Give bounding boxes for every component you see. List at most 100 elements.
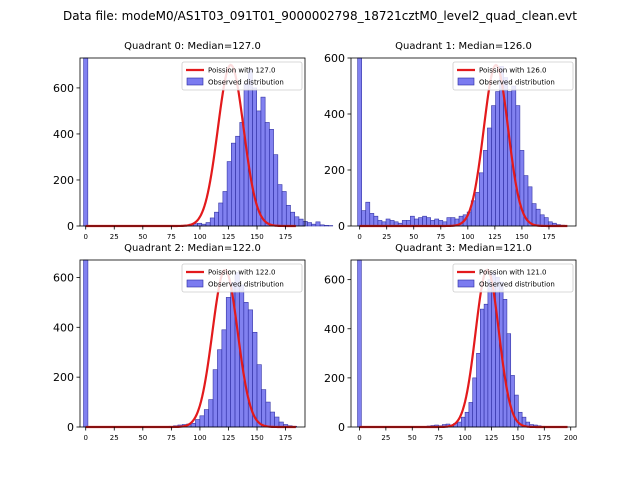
x-tick-label: 175 bbox=[279, 434, 292, 442]
x-tick-label: 100 bbox=[461, 233, 474, 241]
y-tick-label: 400 bbox=[324, 323, 345, 336]
subplot-3: Quadrant 3: Median=121.0 0 25 50 75 100 125 15… bbox=[324, 243, 577, 442]
histogram-bar bbox=[269, 411, 275, 428]
y-tick-label: 0 bbox=[338, 421, 345, 434]
subplot-0: Quadrant 0: Median=127.0 0 25 50 75 100 125 15… bbox=[53, 41, 334, 241]
histogram-bar bbox=[243, 302, 249, 428]
x-tick-label: 50 bbox=[138, 434, 147, 442]
y-tick-label: 0 bbox=[338, 220, 345, 233]
histogram-bar bbox=[357, 259, 362, 428]
figure-title: Data file: modeM0/AS1T03_091T01_90000027… bbox=[63, 9, 577, 23]
x-tick-label: 75 bbox=[167, 233, 176, 241]
histogram-bar bbox=[212, 369, 218, 428]
histogram-bar bbox=[234, 272, 240, 428]
histogram-bar bbox=[483, 150, 488, 227]
legend: Poission with 121.0 Observed distribution bbox=[452, 263, 574, 293]
histogram-bar bbox=[357, 57, 362, 227]
histogram-bar bbox=[197, 222, 203, 227]
subplot-title: Quadrant 2: Median=122.0 bbox=[124, 243, 261, 254]
histogram-bar bbox=[464, 411, 470, 428]
legend-bar-swatch bbox=[186, 279, 204, 288]
x-tick-label: 25 bbox=[110, 434, 119, 442]
histogram-bar bbox=[543, 217, 549, 227]
histogram-bar bbox=[83, 57, 89, 227]
x-tick-label: 75 bbox=[436, 233, 445, 241]
axes-frame bbox=[79, 259, 306, 428]
y-tick-label: 200 bbox=[53, 371, 74, 384]
x-tick-label: 175 bbox=[279, 233, 292, 241]
histogram-bar bbox=[83, 259, 89, 428]
histogram-bar bbox=[315, 221, 321, 227]
histogram-bar bbox=[285, 204, 291, 227]
histogram-bar bbox=[460, 416, 466, 428]
legend-bar-swatch bbox=[186, 77, 204, 86]
histogram-bar bbox=[495, 91, 500, 227]
histogram-bar bbox=[361, 210, 367, 227]
histogram-bar bbox=[225, 297, 231, 428]
histogram-bar bbox=[205, 222, 211, 227]
subplot-2: Quadrant 2: Median=122.0 0 25 50 75 100 125 15… bbox=[53, 243, 306, 442]
histogram-bar bbox=[506, 333, 512, 428]
y-tick-label: 0 bbox=[67, 421, 74, 434]
x-tick-label: 100 bbox=[458, 434, 471, 442]
x-tick-label: 75 bbox=[167, 434, 176, 442]
histogram-bar bbox=[214, 211, 219, 227]
histogram-bar bbox=[239, 122, 245, 227]
y-tick-label: 600 bbox=[53, 82, 74, 95]
histogram-bar bbox=[277, 184, 283, 227]
subplot-1: Quadrant 1: Median=126.0 0 25 50 75 100 125 15… bbox=[324, 41, 577, 241]
histogram-bar bbox=[247, 69, 253, 227]
legend: Poission with 127.0 Observed distribution bbox=[181, 61, 303, 91]
histogram-bar bbox=[365, 201, 371, 227]
histogram-bar bbox=[199, 415, 205, 428]
y-tick-label: 400 bbox=[324, 108, 345, 121]
histogram-bar bbox=[290, 211, 296, 227]
x-tick-label: 50 bbox=[408, 434, 417, 442]
histogram-bar bbox=[222, 191, 228, 227]
x-tick-label: 150 bbox=[250, 233, 263, 241]
y-tick-label: 200 bbox=[53, 174, 74, 187]
histogram-bar bbox=[487, 127, 492, 227]
subplot-title: Quadrant 3: Median=121.0 bbox=[395, 243, 532, 254]
legend-label-observed: Observed distribution bbox=[208, 79, 284, 87]
histogram-bar bbox=[422, 215, 427, 227]
histogram-bar bbox=[531, 203, 537, 227]
x-tick-label: 175 bbox=[542, 233, 555, 241]
histogram-bar bbox=[265, 401, 271, 428]
y-tick-label: 600 bbox=[324, 274, 345, 287]
histogram-bar bbox=[369, 213, 375, 227]
histogram-bar bbox=[281, 191, 287, 227]
histogram-bar bbox=[298, 218, 304, 227]
histogram-bar bbox=[410, 215, 415, 227]
subplot-title: Quadrant 0: Median=127.0 bbox=[124, 41, 261, 52]
y-tick-label: 200 bbox=[324, 372, 345, 385]
x-tick-label: 100 bbox=[193, 434, 206, 442]
x-tick-label: 75 bbox=[434, 434, 443, 442]
histogram-bar bbox=[515, 105, 521, 227]
histogram-bar bbox=[274, 416, 280, 428]
histogram-bar bbox=[491, 105, 496, 227]
histogram-bar bbox=[479, 308, 485, 428]
histogram-bar bbox=[472, 377, 477, 428]
histogram-bar bbox=[426, 217, 431, 227]
histogram-bar bbox=[294, 216, 300, 227]
y-tick-label: 400 bbox=[53, 128, 74, 141]
histogram-bar bbox=[260, 96, 266, 227]
y-tick-label: 400 bbox=[53, 321, 74, 334]
histogram-bar bbox=[218, 202, 224, 227]
legend-label-poisson: Poission with 126.0 bbox=[479, 67, 547, 75]
histogram-bar bbox=[209, 217, 215, 227]
histogram-bar bbox=[273, 154, 279, 227]
x-tick-label: 175 bbox=[538, 434, 551, 442]
histogram-bar bbox=[256, 364, 262, 428]
histogram-bar bbox=[217, 349, 223, 428]
legend-box bbox=[181, 263, 303, 293]
x-tick-label: 125 bbox=[222, 434, 235, 442]
legend-label-poisson: Poission with 127.0 bbox=[208, 67, 276, 75]
histogram-bar bbox=[474, 192, 480, 227]
x-tick-label: 125 bbox=[488, 233, 501, 241]
histogram-bar bbox=[483, 303, 489, 428]
histogram-bar bbox=[324, 225, 329, 227]
legend: Poission with 122.0 Observed distribution bbox=[181, 263, 303, 293]
